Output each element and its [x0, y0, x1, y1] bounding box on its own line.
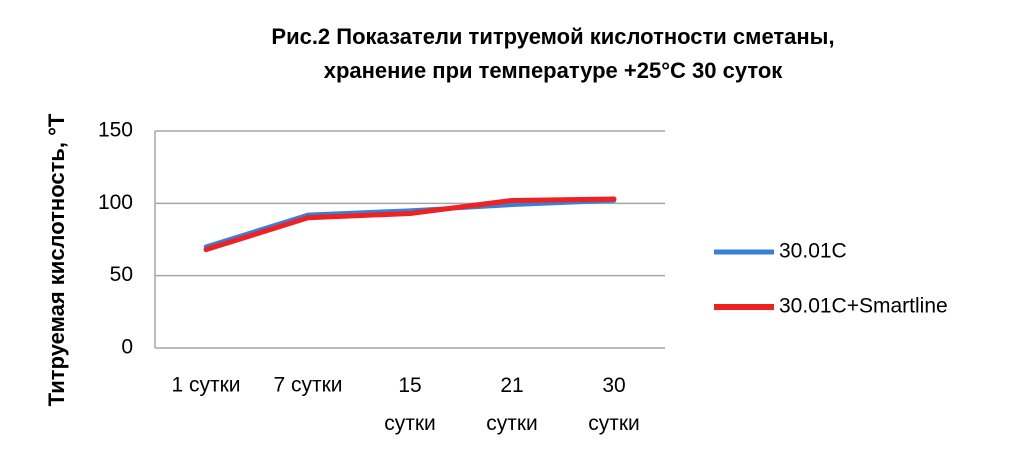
- legend-label: 30.01C: [779, 240, 847, 263]
- y-tick-label: 150: [98, 119, 133, 142]
- legend-label: 30.01C+Smartline: [779, 295, 948, 318]
- series-line: [203, 196, 617, 253]
- x-tick-label: 30 сутки: [588, 374, 640, 435]
- x-tick-label: 21 сутки: [486, 374, 538, 435]
- y-tick-label: 50: [110, 263, 133, 286]
- x-tick-label: 1 сутки: [171, 374, 240, 397]
- x-tick-label: 15 сутки: [384, 374, 436, 435]
- y-tick-label: 0: [121, 336, 133, 359]
- series-line: [203, 198, 617, 249]
- y-axis-label: Титруемая кислотность, °T: [44, 113, 69, 406]
- y-tick-label: 100: [98, 191, 133, 214]
- chart-title: хранение при температуре +25°C 30 суток: [324, 58, 784, 83]
- chart-title: Рис.2 Показатели титруемой кислотности с…: [271, 24, 834, 49]
- x-tick-label: 7 сутки: [273, 374, 342, 397]
